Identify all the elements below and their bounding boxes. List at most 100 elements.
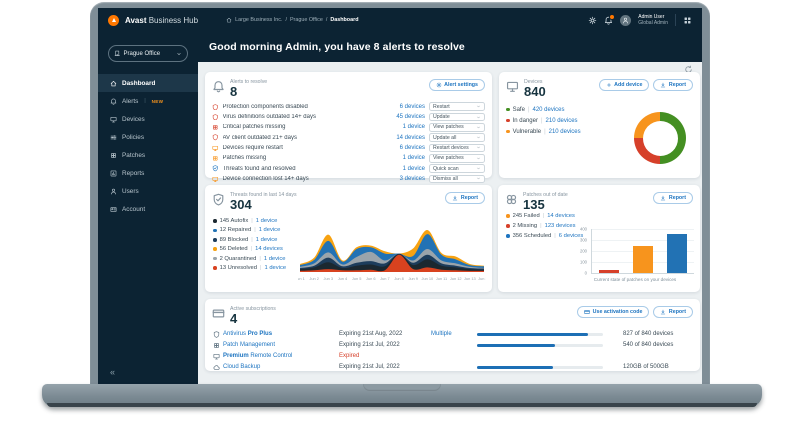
alert-label: Device connection lost 14+ days xyxy=(222,175,309,182)
usage-progress-fill xyxy=(477,332,588,336)
card-icon xyxy=(584,309,590,315)
alerts-card: Alerts to resolve 8 Alert settings xyxy=(205,72,492,184)
home-icon xyxy=(110,80,117,87)
breadcrumb-org[interactable]: Large Business Inc. xyxy=(235,17,283,23)
use-activation-code-button[interactable]: Use activation code xyxy=(577,306,650,318)
legend-count-link[interactable]: 123 devices xyxy=(544,223,576,229)
multiple-link[interactable]: Multiple xyxy=(431,331,452,338)
alert-settings-button[interactable]: Alert settings xyxy=(428,79,485,91)
chevron-down-icon xyxy=(476,145,481,150)
subscription-row: Premium Remote Control Expired xyxy=(213,351,692,362)
legend-count-link[interactable]: 14 devices xyxy=(547,213,575,219)
alert-devices-link[interactable]: 45 devices xyxy=(396,114,425,121)
patches-report-button[interactable]: Report xyxy=(653,192,693,204)
subscription-name-link[interactable]: Antivirus Pro Plus xyxy=(223,331,273,338)
chevron-down-icon xyxy=(476,125,481,130)
legend-dot xyxy=(213,266,217,270)
breadcrumb-site[interactable]: Prague Office xyxy=(289,17,323,23)
add-device-button[interactable]: Add device xyxy=(598,79,650,91)
sidebar-item-dashboard[interactable]: Dashboard xyxy=(98,74,198,92)
usage-progress-bar xyxy=(477,365,603,369)
app-launcher-icon[interactable] xyxy=(683,16,692,25)
legend-dot xyxy=(506,118,510,123)
threats-report-button[interactable]: Report xyxy=(445,192,485,204)
chevron-down-icon xyxy=(476,176,481,181)
svg-text:Jun 7: Jun 7 xyxy=(380,276,390,281)
alert-devices-link[interactable]: 1 device xyxy=(402,124,425,131)
sidebar-collapse-toggle[interactable]: « xyxy=(110,367,116,377)
alert-devices-link[interactable]: 1 device xyxy=(402,165,425,172)
legend-count-link[interactable]: 1 device xyxy=(258,227,281,234)
svg-text:Jun 5: Jun 5 xyxy=(352,276,362,281)
alert-devices-link[interactable]: 14 devices xyxy=(396,134,425,141)
sliders-icon xyxy=(110,134,117,141)
org-selector[interactable]: Prague Office xyxy=(108,45,188,62)
alert-devices-link[interactable]: 6 devices xyxy=(399,144,425,151)
legend-count-link[interactable]: 1 device xyxy=(255,218,278,224)
chevron-down-icon xyxy=(476,166,481,171)
sidebar-item-reports[interactable]: Reports xyxy=(98,164,198,182)
sidebar-item-patches[interactable]: Patches xyxy=(98,146,198,164)
shield-icon xyxy=(213,331,220,338)
sidebar-item-alerts[interactable]: Alerts | NEW xyxy=(98,92,198,110)
legend-count-link[interactable]: 6 devices xyxy=(558,233,584,239)
alert-action-select[interactable]: Restart devices xyxy=(429,143,485,153)
patch-icon xyxy=(110,152,117,159)
subscription-name-link[interactable]: Patch Management xyxy=(223,342,276,349)
legend-count-link[interactable]: 210 devices xyxy=(545,117,578,124)
notifications-bell[interactable] xyxy=(604,14,615,25)
alert-action-select[interactable]: View patches xyxy=(429,153,485,163)
org-selector-label: Prague Office xyxy=(123,50,161,57)
monitor-icon xyxy=(212,176,219,183)
y-axis-ticks: 0 100 200 300 400 xyxy=(580,226,587,276)
sidebar-item-devices[interactable]: Devices xyxy=(98,110,198,128)
bell-icon xyxy=(212,80,225,93)
chevron-down-icon xyxy=(476,135,481,140)
alert-action-select[interactable]: Update all xyxy=(429,133,485,142)
user-avatar[interactable] xyxy=(620,14,632,26)
alert-action-select[interactable]: Update xyxy=(429,112,485,122)
legend-count-link[interactable]: 210 devices xyxy=(548,128,581,135)
patches-count: 135 xyxy=(523,197,545,212)
report-chart-icon xyxy=(110,170,117,177)
shield-check-icon xyxy=(212,165,219,172)
alert-devices-link[interactable]: 6 devices xyxy=(399,103,425,110)
alert-row: Device connection lost 14+ days 3 device… xyxy=(212,174,485,184)
notification-badge xyxy=(608,14,615,20)
subscription-expiry: Expiring 21st Jul, 2022 xyxy=(339,342,400,349)
legend-count-link[interactable]: 1 device xyxy=(255,236,278,243)
legend-dot xyxy=(506,224,510,228)
alert-label: Virus definitions outdated 14+ days xyxy=(222,114,316,121)
refresh-icon[interactable] xyxy=(684,65,693,74)
subscription-name-link[interactable]: Premium Remote Control xyxy=(223,353,293,360)
legend-dot xyxy=(506,214,510,218)
id-card-icon xyxy=(110,206,117,213)
legend-count-link[interactable]: 14 devices xyxy=(255,246,283,253)
alert-action-select[interactable]: View patches xyxy=(429,123,485,132)
shield-icon xyxy=(212,114,219,121)
alert-action-select[interactable]: Quick scan xyxy=(429,164,485,173)
alert-devices-link[interactable]: 1 device xyxy=(402,155,425,162)
settings-gear-icon[interactable] xyxy=(588,16,597,25)
patches-legend: 245 Failed | 14 devices 2 Missing | 123 devi… xyxy=(506,213,583,239)
sidebar-item-account[interactable]: Account xyxy=(98,200,198,218)
threats-area-chart: Jun 1 Jun 2 Jun 3 Jun 4 Jun 5 Jun 6 Jun 7 Jun 8… xyxy=(298,229,486,281)
user-role: Global Admin xyxy=(638,20,668,26)
alert-label: Devices require restart xyxy=(222,144,283,151)
alert-devices-link[interactable]: 3 devices xyxy=(399,175,425,182)
sidebar-item-policies[interactable]: Policies xyxy=(98,128,198,146)
legend-count-link[interactable]: 1 device xyxy=(264,264,287,271)
subscription-name-link[interactable]: Cloud Backup xyxy=(223,364,261,371)
devices-report-button[interactable]: Report xyxy=(653,79,693,91)
alert-action-select[interactable]: Restart xyxy=(429,102,485,112)
subscriptions-report-button[interactable]: Report xyxy=(653,306,693,318)
user-menu[interactable]: Admin User Global Admin xyxy=(638,14,668,27)
alert-row: Threats found and resolved 1 device Quic… xyxy=(212,163,485,173)
avast-logo-icon xyxy=(108,14,119,26)
legend-count-link[interactable]: 1 device xyxy=(263,255,286,262)
alerts-count: 8 xyxy=(230,84,238,99)
alert-action-select[interactable]: Dismiss all xyxy=(429,174,485,184)
svg-text:Jun 1: Jun 1 xyxy=(298,276,305,281)
sidebar-item-users[interactable]: Users xyxy=(98,182,198,200)
legend-count-link[interactable]: 420 devices xyxy=(532,106,565,113)
